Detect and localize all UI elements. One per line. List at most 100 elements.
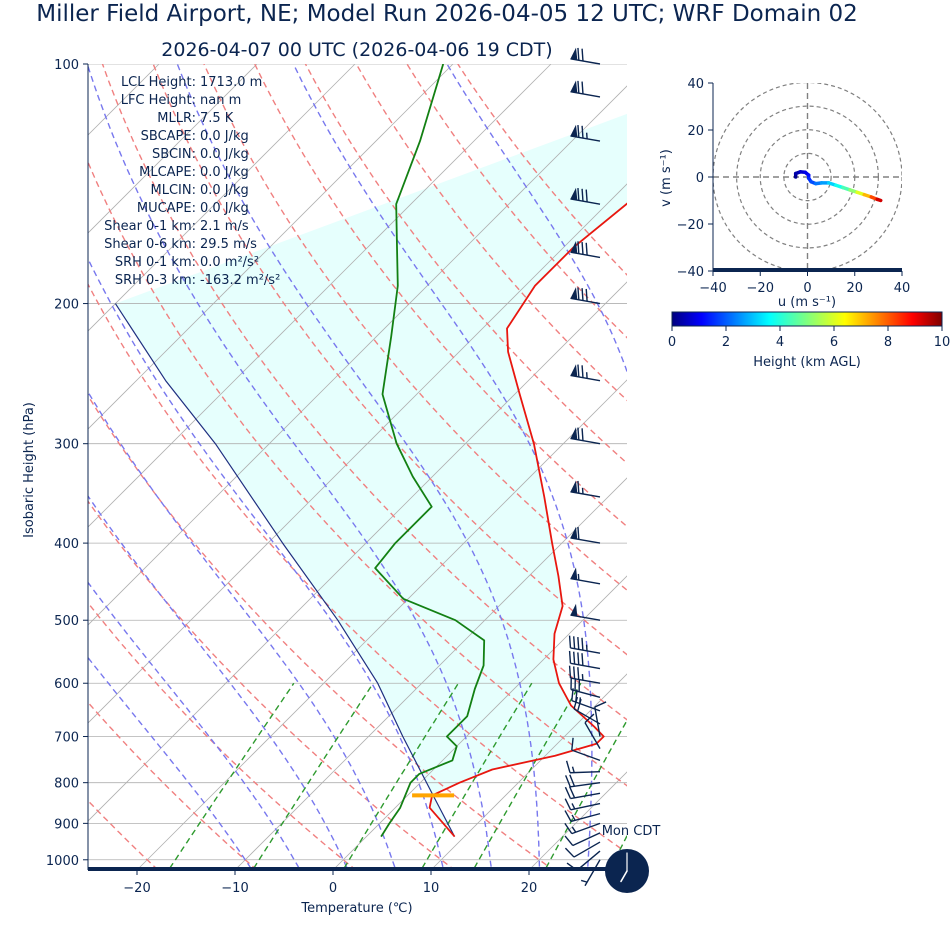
stat-label: MLCAPE: <box>139 165 196 180</box>
mixing-ratio-line <box>167 682 295 870</box>
isotherm-line <box>332 575 627 870</box>
wind-barb <box>564 786 601 800</box>
barb-full <box>581 637 584 651</box>
hodo-y-tick-label: 20 <box>687 124 704 139</box>
barb-shaft <box>570 135 601 142</box>
hodograph-plot: −40 −20 0 20 40 −40 −20 0 20 40 u (m s⁻¹) v (m s… <box>659 77 910 310</box>
isotherm-line <box>88 64 356 332</box>
cape-fill-layer <box>115 113 627 837</box>
wind-barb <box>571 737 601 762</box>
barb-full <box>577 480 580 494</box>
y-tick-label: 600 <box>54 677 79 692</box>
skewt-x-ticks: −20 −10 0 10 20 <box>123 870 537 896</box>
hodo-x-tick-label: −40 <box>699 281 726 296</box>
skewt-y-label: Isobaric Height (hPa) <box>22 402 37 538</box>
barb-full <box>577 427 580 441</box>
isobar-grid <box>88 64 627 861</box>
barb-full <box>581 48 584 62</box>
barb-shaft <box>570 437 601 445</box>
x-tick-label: −10 <box>221 881 248 896</box>
stat-value: 0.0 J/kg <box>200 147 249 162</box>
barb-full <box>585 242 588 256</box>
moist-adiabat <box>88 581 301 870</box>
stat-value: 0.0 J/kg <box>200 165 249 180</box>
colorbar-label: Height (km AGL) <box>753 355 861 370</box>
hodo-y-tick-label: −40 <box>677 265 704 280</box>
skewt-x-label: Temperature (℃) <box>300 901 412 916</box>
stat-value: 0.0 m²/s² <box>200 255 259 270</box>
parcel-profile-layer <box>114 303 456 837</box>
barb-shaft <box>571 822 601 835</box>
hodo-x-tick-label: 20 <box>846 281 863 296</box>
wind-barb <box>570 124 601 142</box>
isotherm-line <box>430 673 627 870</box>
barb-shaft <box>570 614 601 621</box>
barb-full <box>573 651 576 665</box>
mixing-ratio-line <box>544 719 627 870</box>
barb-flag <box>570 187 578 201</box>
barb-full <box>569 774 576 787</box>
barb-shaft <box>570 688 601 699</box>
moist-adiabat <box>88 656 253 870</box>
x-tick-label: 20 <box>521 881 538 896</box>
barb-half <box>571 826 577 833</box>
stat-label: MUCAPE: <box>137 201 196 216</box>
dry-adiabat <box>88 799 160 870</box>
barb-full <box>577 637 580 650</box>
barb-shaft <box>570 198 601 205</box>
moist-adiabat <box>292 64 593 870</box>
barb-full <box>565 760 571 773</box>
isotherm-line <box>88 64 454 430</box>
barb-shaft <box>570 58 601 65</box>
stat-value: 2.1 m/s <box>200 219 249 234</box>
barb-full <box>581 242 584 255</box>
dry-adiabat <box>88 282 627 854</box>
barb-shaft <box>570 91 601 98</box>
dry-adiabat <box>88 701 258 870</box>
barb-full <box>585 288 588 302</box>
barb-shaft <box>570 677 601 684</box>
stat-value: 29.5 m/s <box>200 237 257 252</box>
wind-barb <box>568 665 601 684</box>
hodo-x-tick-label: 0 <box>803 281 811 296</box>
moist-adiabat <box>88 257 445 870</box>
barb-shaft <box>570 577 601 585</box>
isotherm-line <box>88 183 627 724</box>
barb-shaft <box>570 647 601 654</box>
wind-barb <box>564 832 601 847</box>
wind-barb <box>570 240 601 259</box>
hodograph-segment <box>875 197 883 203</box>
y-tick-label: 700 <box>54 731 79 746</box>
dry-adiabat <box>203 64 627 592</box>
wind-barb <box>565 774 601 788</box>
stat-label: Shear 0-6 km: <box>104 237 196 252</box>
barb-full <box>577 124 580 138</box>
stat-value: 0.0 J/kg <box>200 183 249 198</box>
stat-label: SBCIN: <box>152 147 196 162</box>
y-tick-label: 100 <box>54 58 79 73</box>
isotherm-line <box>234 477 627 870</box>
skewt-plot: −20 −10 0 10 20 1002003004005006007008009001… <box>22 47 627 916</box>
stat-value: 0.0 J/kg <box>200 201 249 216</box>
barb-shaft <box>570 297 601 305</box>
barb-full <box>577 80 580 94</box>
moist-adiabat <box>88 390 397 870</box>
hodo-x-tick-label: −20 <box>747 281 774 296</box>
y-tick-label: 1000 <box>46 854 79 869</box>
barb-full <box>573 636 576 649</box>
barb-full <box>581 188 584 202</box>
isotherm-line <box>626 869 627 870</box>
hodo-y-tick-label: −20 <box>677 218 704 233</box>
isotherm-line <box>88 64 258 234</box>
cape-shaded-region <box>115 113 627 837</box>
barb-flag <box>570 567 578 580</box>
mixing-ratio-lines <box>167 682 627 870</box>
stat-label: MLCIN: <box>151 183 196 198</box>
barb-full <box>581 288 584 301</box>
barb-half <box>571 814 576 821</box>
barb-flag <box>570 603 578 617</box>
stat-label: LCL Height: <box>121 75 196 90</box>
barb-shaft <box>570 491 601 498</box>
hodo-y-tick-label: 0 <box>696 171 704 186</box>
wind-barb <box>570 427 601 445</box>
